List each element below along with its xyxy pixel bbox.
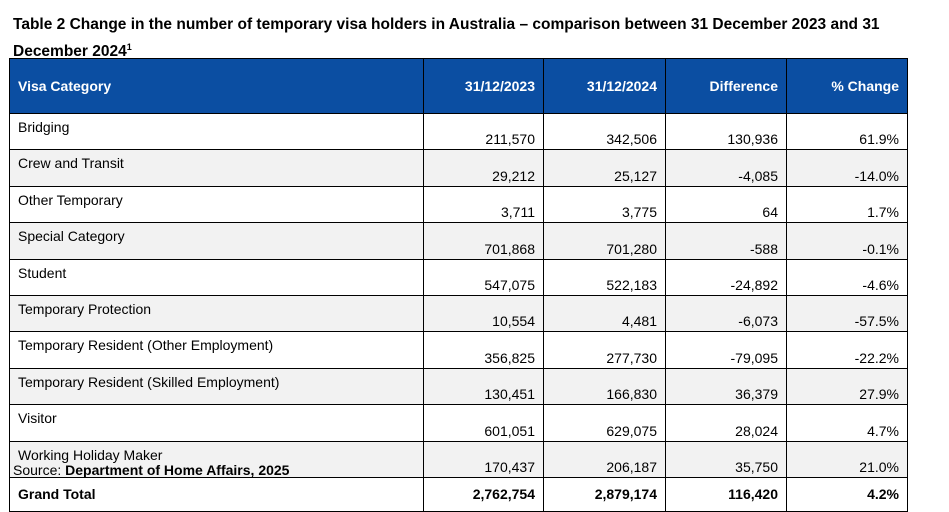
pct-change-cell: 61.9% xyxy=(786,112,908,151)
value-2024-cell: 206,187 xyxy=(543,440,666,478)
pct-change-cell: -57.5% xyxy=(786,294,908,333)
difference-cell: 28,024 xyxy=(665,404,787,442)
visa-category-cell: Bridging xyxy=(9,112,424,151)
difference-cell: -79,095 xyxy=(665,331,787,369)
pct-change-cell: -14.0% xyxy=(786,149,908,187)
visa-category-cell: Working Holiday Maker xyxy=(9,440,424,478)
header-2024: 31/12/2024 xyxy=(543,58,666,114)
visa-category-cell: Temporary Resident (Other Employment) xyxy=(9,331,424,369)
difference-cell: 64 xyxy=(665,185,787,224)
value-2024-cell: 2,879,174 xyxy=(543,476,666,512)
table-row: Crew and Transit 29,212 25,127 -4,085 -14.0% xyxy=(9,149,908,187)
value-2024-cell: 629,075 xyxy=(543,404,666,442)
difference-cell: 130,936 xyxy=(665,112,787,151)
visa-category-cell: Temporary Resident (Skilled Employment) xyxy=(9,367,424,406)
pct-change-cell: 4.2% xyxy=(786,476,908,512)
header-difference: Difference xyxy=(665,58,787,114)
header-row: Visa Category 31/12/2023 31/12/2024 Diff… xyxy=(9,58,908,114)
visa-category-cell: Visitor xyxy=(9,404,424,442)
table-title: Table 2 Change in the number of temporar… xyxy=(13,14,943,63)
value-2024-cell: 522,183 xyxy=(543,258,666,296)
visa-category-cell: Student xyxy=(9,258,424,296)
source-value: Department of Home Affairs, 2025 xyxy=(65,462,290,478)
table-row: Temporary Protection 10,554 4,481 -6,073 -57… xyxy=(9,294,908,333)
visa-category-cell: Other Temporary xyxy=(9,185,424,224)
value-2023-cell: 170,437 xyxy=(423,440,544,478)
source-note: Source: Department of Home Affairs, 2025 xyxy=(13,462,289,478)
pct-change-cell: 27.9% xyxy=(786,367,908,406)
value-2023-cell: 356,825 xyxy=(423,331,544,369)
source-label: Source: xyxy=(13,462,66,478)
pct-change-cell: -22.2% xyxy=(786,331,908,369)
pct-change-cell: -0.1% xyxy=(786,222,908,260)
table-row: Working Holiday Maker 170,437 206,187 35,75… xyxy=(9,440,908,478)
table-row: Visitor 601,051 629,075 28,024 4.7% xyxy=(9,404,908,442)
value-2024-cell: 701,280 xyxy=(543,222,666,260)
table-row: Temporary Resident (Other Employment) 356… xyxy=(9,331,908,369)
header-pct-change: % Change xyxy=(786,58,908,114)
visa-category-cell: Crew and Transit xyxy=(9,149,424,187)
value-2024-cell: 277,730 xyxy=(543,331,666,369)
pct-change-cell: 4.7% xyxy=(786,404,908,442)
table-row: Student 547,075 522,183 -24,892 -4.6% xyxy=(9,258,908,296)
value-2024-cell: 4,481 xyxy=(543,294,666,333)
difference-cell: 35,750 xyxy=(665,440,787,478)
table-title-text: Table 2 Change in the number of temporar… xyxy=(13,16,880,61)
header-2023: 31/12/2023 xyxy=(423,58,544,114)
table-row: Bridging 211,570 342,506 130,936 61.9% xyxy=(9,112,908,151)
visa-category-cell: Temporary Protection xyxy=(9,294,424,333)
grand-total-row: Grand Total 2,762,754 2,879,174 116,420 4.2% xyxy=(9,476,908,512)
table-row: Other Temporary 3,711 3,775 64 1.7% xyxy=(9,185,908,224)
table-row: Special Category 701,868 701,280 -588 -0.1% xyxy=(9,222,908,260)
difference-cell: -6,073 xyxy=(665,294,787,333)
difference-cell: -24,892 xyxy=(665,258,787,296)
pct-change-cell: 21.0% xyxy=(786,440,908,478)
value-2023-cell: 2,762,754 xyxy=(423,476,544,512)
visa-category-cell: Grand Total xyxy=(9,476,424,512)
value-2024-cell: 166,830 xyxy=(543,367,666,406)
header-visa-category: Visa Category xyxy=(9,58,424,114)
visa-category-cell: Special Category xyxy=(9,222,424,260)
difference-cell: 116,420 xyxy=(665,476,787,512)
pct-change-cell: -4.6% xyxy=(786,258,908,296)
value-2023-cell: 547,075 xyxy=(423,258,544,296)
value-2023-cell: 130,451 xyxy=(423,367,544,406)
value-2023-cell: 10,554 xyxy=(423,294,544,333)
pct-change-cell: 1.7% xyxy=(786,185,908,224)
value-2023-cell: 3,711 xyxy=(423,185,544,224)
value-2024-cell: 25,127 xyxy=(543,149,666,187)
visa-holders-table: Visa Category 31/12/2023 31/12/2024 Diff… xyxy=(9,58,908,512)
footnote-marker: 1 xyxy=(126,42,132,52)
value-2023-cell: 211,570 xyxy=(423,112,544,151)
value-2023-cell: 29,212 xyxy=(423,149,544,187)
difference-cell: 36,379 xyxy=(665,367,787,406)
value-2024-cell: 3,775 xyxy=(543,185,666,224)
value-2023-cell: 601,051 xyxy=(423,404,544,442)
table-row: Temporary Resident (Skilled Employment) 1… xyxy=(9,367,908,406)
value-2023-cell: 701,868 xyxy=(423,222,544,260)
difference-cell: -4,085 xyxy=(665,149,787,187)
difference-cell: -588 xyxy=(665,222,787,260)
value-2024-cell: 342,506 xyxy=(543,112,666,151)
